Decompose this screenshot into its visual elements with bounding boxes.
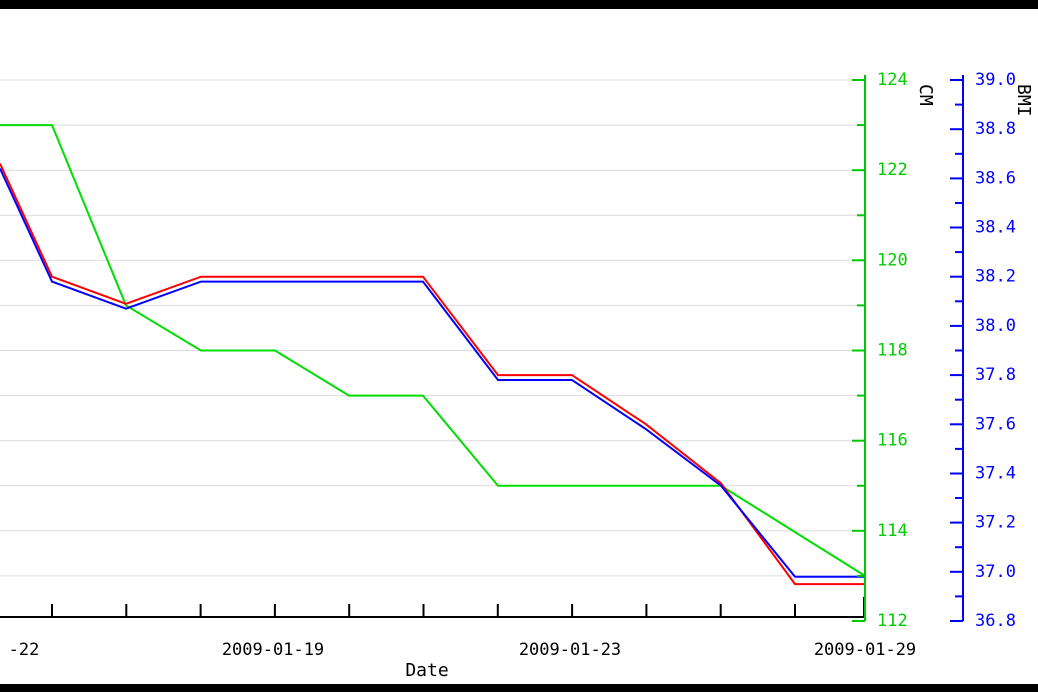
x-tick-label: 2009-01-19 (222, 640, 324, 660)
bmi-tick-label: 38.6 (975, 168, 1016, 188)
x-tick-label-partial: -22 (9, 640, 40, 660)
bmi-axis-title: BMI (1013, 84, 1034, 117)
cm-tick-label: 118 (877, 341, 908, 361)
x-tick-label: 2009-01-23 (519, 640, 621, 660)
x-tick-label: 2009-01-29 (814, 640, 916, 660)
cm-axis: 124 122 120 118 116 114 112 (852, 70, 908, 631)
cm-tick-label: 120 (877, 250, 908, 270)
cm-tick-label: 124 (877, 70, 908, 90)
bmi-tick-label: 38.0 (975, 316, 1016, 336)
window-border-bottom (0, 684, 1038, 692)
series-lines (0, 124, 866, 586)
green-cm-series-line (0, 124, 866, 577)
bmi-tick-label: 38.8 (975, 119, 1016, 139)
bmi-tick-label: 38.4 (975, 218, 1016, 238)
x-axis-title: Date (405, 660, 448, 681)
bmi-tick-label: 37.6 (975, 414, 1016, 434)
bmi-tick-label: 37.4 (975, 464, 1016, 484)
bmi-tick-label: 37.0 (975, 562, 1016, 582)
red-bmi-series-line (0, 163, 865, 586)
cm-tick-label: 116 (877, 431, 908, 451)
bmi-tick-label: 37.8 (975, 365, 1016, 385)
bmi-tick-label: 36.8 (975, 611, 1016, 631)
bmi-tick-label: 39.0 (975, 70, 1016, 90)
window-border-top (0, 0, 1038, 9)
cm-tick-label: 112 (877, 611, 908, 631)
cm-tick-label: 114 (877, 521, 908, 541)
bmi-tick-label: 37.2 (975, 513, 1016, 533)
cm-axis-title: CM (915, 84, 936, 106)
blue-bmi-series-line (0, 168, 865, 578)
bmi-axis: 39.0 38.8 38.6 38.4 38.2 38.0 37.8 37.6 37.4 37.2… (950, 70, 1016, 631)
cm-tick-label: 122 (877, 160, 908, 180)
bmi-tick-label: 38.2 (975, 267, 1016, 287)
x-axis: -22 2009-01-19 2009-01-23 2009-01-29 (0, 597, 916, 660)
